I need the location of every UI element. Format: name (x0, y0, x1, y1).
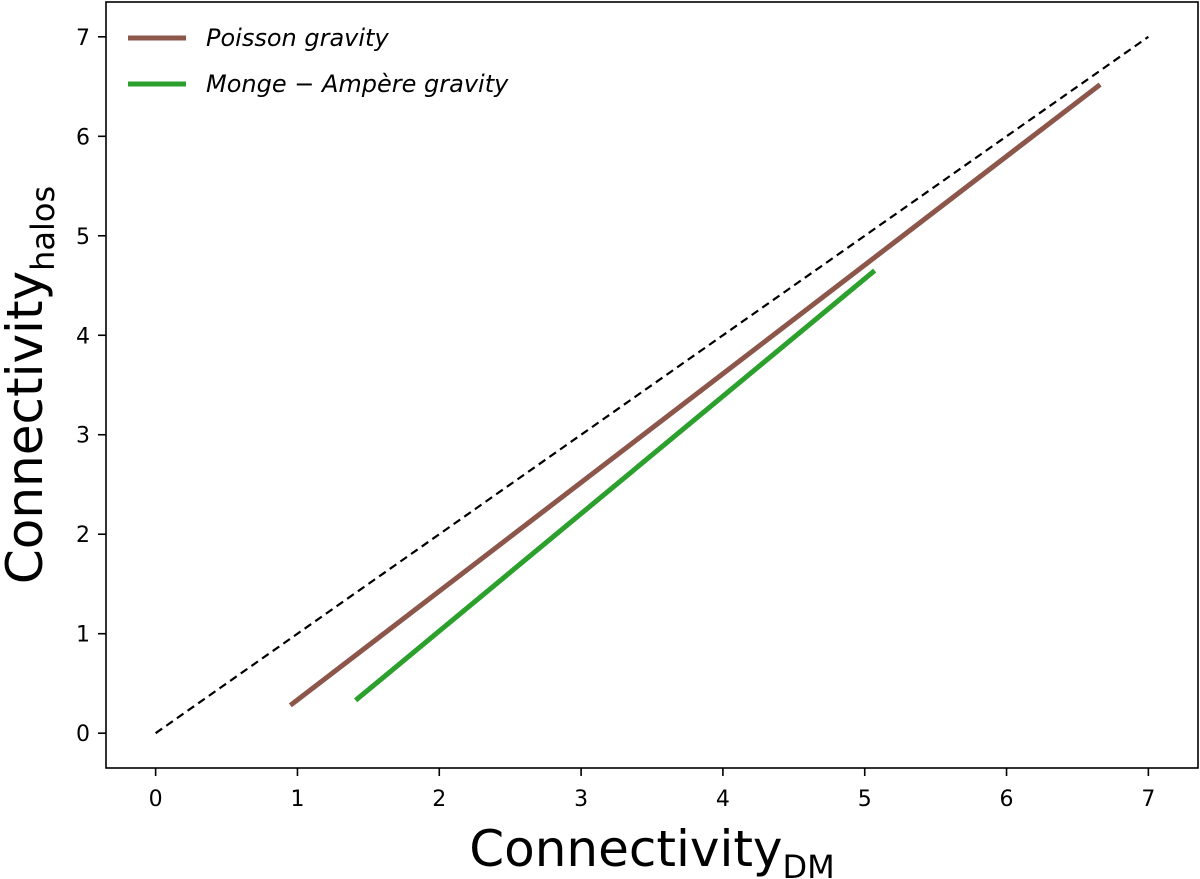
y-tick-label: 4 (76, 324, 90, 349)
x-axis-label: ConnectivityDM (469, 820, 835, 879)
x-tick-label: 0 (149, 787, 163, 812)
series-line-1 (354, 268, 877, 703)
y-tick-label: 7 (76, 26, 90, 51)
plot-content (155, 35, 1149, 735)
legend-label-1: Monge − Ampère gravity (206, 70, 509, 98)
x-tick-label: 2 (432, 787, 446, 812)
legend: Poisson gravity Monge − Ampère gravity (128, 24, 509, 98)
x-tick-label: 6 (1000, 787, 1014, 812)
x-tick-label: 7 (1141, 787, 1155, 812)
plot-frame (105, 1, 1199, 769)
y-axis-ticks: 0 1 2 3 4 5 6 7 (76, 26, 106, 747)
y-tick-label: 3 (76, 424, 90, 449)
x-tick-label: 5 (858, 787, 872, 812)
y-tick-label: 6 (76, 125, 90, 150)
y-axis-label: Connectivityhalos (0, 186, 62, 584)
y-tick-label: 2 (76, 523, 90, 548)
legend-label-0: Poisson gravity (206, 24, 389, 52)
y-tick-label: 1 (76, 623, 90, 648)
x-tick-label: 3 (574, 787, 588, 812)
x-axis-ticks: 0 1 2 3 4 5 6 7 (149, 768, 1155, 812)
series-line-0 (288, 82, 1102, 708)
y-tick-label: 0 (76, 722, 90, 747)
x-tick-label: 1 (290, 787, 304, 812)
y-tick-label: 5 (76, 225, 90, 250)
reference-line-y-equals-x (155, 35, 1149, 735)
x-tick-label: 4 (716, 787, 730, 812)
